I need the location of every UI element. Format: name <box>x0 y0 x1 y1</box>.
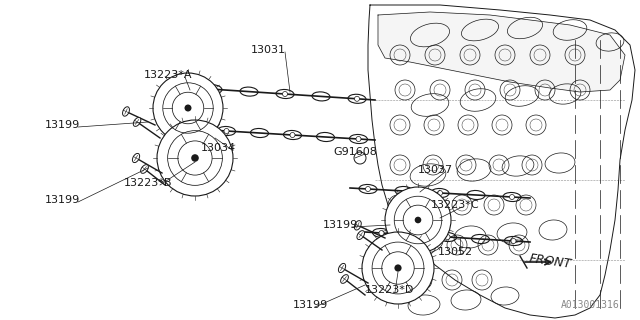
Text: 13199: 13199 <box>323 220 358 230</box>
Ellipse shape <box>132 153 140 163</box>
Text: 13223*B: 13223*B <box>124 178 172 188</box>
Text: 13052: 13052 <box>437 247 472 257</box>
Ellipse shape <box>355 220 361 230</box>
Circle shape <box>385 187 451 253</box>
Ellipse shape <box>339 263 346 273</box>
Text: 13199: 13199 <box>44 195 79 205</box>
Text: 13199: 13199 <box>292 300 328 310</box>
Text: 13223*D: 13223*D <box>365 285 415 295</box>
Circle shape <box>153 73 223 143</box>
Text: A013001316: A013001316 <box>561 300 620 310</box>
Text: 13223*C: 13223*C <box>431 200 479 210</box>
Circle shape <box>355 96 360 101</box>
Circle shape <box>282 92 287 97</box>
Polygon shape <box>378 12 625 92</box>
Circle shape <box>224 129 229 133</box>
Text: 13199: 13199 <box>44 120 79 130</box>
Circle shape <box>511 238 516 244</box>
Text: 13031: 13031 <box>250 45 285 55</box>
Text: G91608: G91608 <box>333 147 377 157</box>
Ellipse shape <box>357 231 364 240</box>
Circle shape <box>157 120 233 196</box>
Ellipse shape <box>340 275 348 283</box>
Text: FRONT: FRONT <box>528 252 572 271</box>
Text: 13034: 13034 <box>200 143 236 153</box>
Polygon shape <box>368 5 635 318</box>
Circle shape <box>362 232 434 304</box>
Ellipse shape <box>122 107 129 116</box>
Circle shape <box>356 137 361 141</box>
Circle shape <box>184 105 191 111</box>
Circle shape <box>394 264 402 272</box>
Circle shape <box>445 235 450 239</box>
Circle shape <box>191 154 199 162</box>
Circle shape <box>290 132 295 138</box>
Ellipse shape <box>133 117 141 126</box>
Circle shape <box>211 87 216 92</box>
Circle shape <box>365 187 371 191</box>
Text: 13223*A: 13223*A <box>144 70 192 80</box>
Circle shape <box>415 217 421 223</box>
Ellipse shape <box>141 165 148 173</box>
Circle shape <box>438 190 442 196</box>
Text: 13037: 13037 <box>417 165 452 175</box>
Circle shape <box>509 195 515 199</box>
Circle shape <box>379 230 384 236</box>
